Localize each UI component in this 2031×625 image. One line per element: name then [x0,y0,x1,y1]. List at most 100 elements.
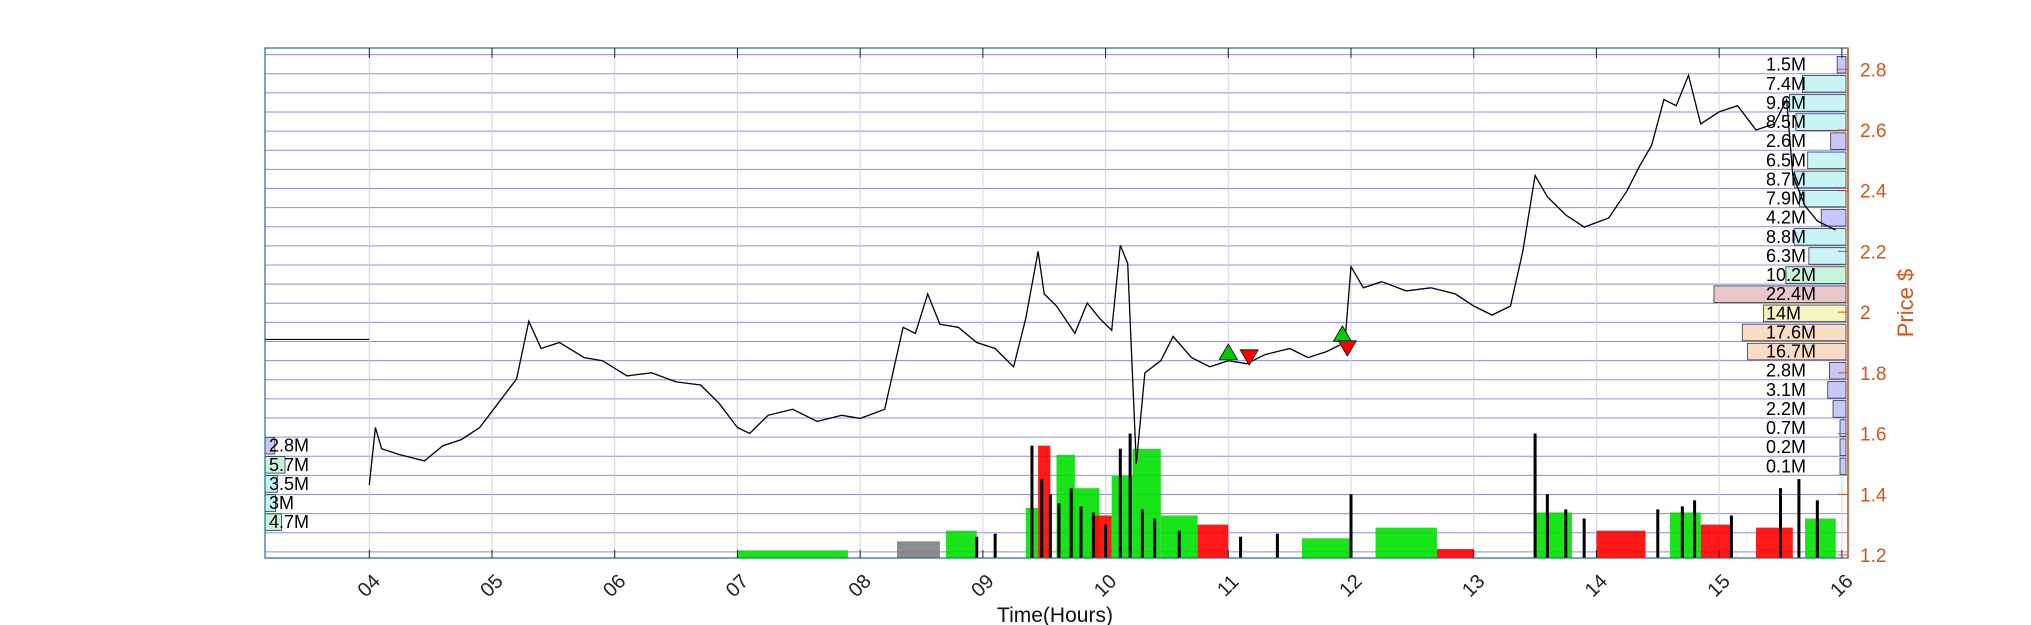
volume-profile-label: 0.2M [1766,437,1806,457]
volume-profile-label: 2.6M [1766,131,1806,151]
sell-marker [1239,349,1259,366]
volume-bars [737,433,1836,558]
volume-profile-bar [1832,400,1847,418]
volume-spike [1104,524,1108,558]
volume-profile-label: 8.5M [1766,112,1806,132]
x-tick-label: 13 [1458,570,1489,601]
x-axis-label: Time(Hours) [997,604,1113,625]
volume-bar [1197,524,1229,558]
y-tick-label: 1.2 [1860,546,1886,567]
volume-profile-bar [1839,438,1847,456]
volume-profile-label-left: 3M [269,493,294,513]
volume-profile-label: 7.4M [1766,74,1806,94]
volume-profile-bar [1830,132,1847,150]
x-tick-label: 16 [1826,570,1857,601]
volume-profile-label: 14M [1766,303,1801,323]
volume-spike [1140,509,1144,558]
volume-spike [1797,479,1801,558]
volume-bar [1301,538,1352,558]
volume-profile-bar [1839,419,1847,437]
volume-profile-label: 22.4M [1766,284,1816,304]
volume-spike [1057,503,1061,558]
volume-profile-label: 6.5M [1766,150,1806,170]
volume-spike [975,536,979,558]
volume-profile-label: 8.7M [1766,169,1806,189]
volume-profile-bar [1801,75,1847,93]
volume-profile-bar [1820,208,1847,227]
volume-profile-label: 0.1M [1766,456,1806,476]
volume-profile-bar [1713,285,1847,303]
volume-profile-bar [1741,323,1847,342]
y-tick-label: 2 [1860,303,1871,324]
volume-profile-bar [1795,113,1847,131]
volume-profile-bar [1793,228,1847,246]
volume-spike [1118,448,1122,558]
y-tick-label: 1.8 [1860,364,1886,385]
y-tick-label: 1.6 [1860,425,1886,446]
volume-spike [1048,494,1052,558]
volume-profile-label: 6.3M [1766,246,1806,266]
volume-profile-bar [1829,361,1847,380]
volume-spike [1582,518,1586,558]
volume-profile-label: 0.7M [1766,418,1806,438]
x-tick-label: 11 [1213,571,1243,601]
volume-spike [1091,512,1095,558]
y-tick-label: 2.6 [1860,121,1886,142]
volume-profile-label-left: 5.7M [269,455,309,475]
volume-spike [1533,433,1537,558]
volume-spike [1349,494,1353,558]
volume-profile-label-left: 2.8M [269,436,309,456]
volume-bar [1436,548,1474,558]
volume-spike [1815,500,1819,558]
volume-profile-bar [1827,381,1847,399]
volume-spike [1239,536,1243,558]
y-tick-label: 2.4 [1860,182,1887,203]
volume-bar [896,541,940,558]
volume-bar [1375,527,1437,558]
x-tick-label: 06 [599,570,630,601]
volume-bar [1132,448,1161,558]
buy-marker [1218,343,1238,360]
x-tick-label: 12 [1335,570,1366,601]
volume-spike [1153,518,1157,558]
y-tick-label: 2.2 [1860,242,1886,263]
volume-profile-label: 2.8M [1766,361,1806,381]
y-axis-label: Price $ [1893,269,1918,337]
volume-profile-label: 4.2M [1766,208,1806,228]
volume-profile-label: 1.5M [1766,55,1806,75]
volume-profile-label: 16.7M [1766,342,1816,362]
volume-spike [1030,445,1034,558]
trade-markers [1218,325,1358,366]
x-tick-label: 10 [1090,570,1121,601]
volume-spike [1069,488,1073,558]
volume-spike [1545,494,1549,558]
price-series [265,73,1836,486]
volume-profile-bar [1747,342,1847,361]
volume-bar [1596,530,1646,558]
volume-profile-bar [1839,457,1847,476]
volume-spike [1128,433,1132,558]
volume-spike [1040,479,1044,558]
volume-spike [1656,509,1660,558]
volume-spike [1177,530,1181,558]
volume-bar [737,550,848,558]
volume-bar [1700,524,1732,558]
volume-profile-bar [1799,189,1847,208]
x-tick-label: 05 [476,570,507,601]
volume-profile-label: 9.6M [1766,93,1806,113]
sell-marker [1337,340,1358,357]
volume-profile-label: 10.2M [1766,265,1816,285]
volume-spike [1680,506,1684,558]
volume-spike [993,533,997,558]
volume-spike [1779,488,1783,558]
volume-bar [1755,527,1793,558]
y-tick-label: 1.4 [1860,485,1887,506]
volume-bar [946,530,977,558]
volume-profile-label-left: 4.7M [269,512,309,532]
volume-profile-label: 3.1M [1766,380,1806,400]
volume-bar [1038,445,1051,558]
volume-spike [1564,509,1568,558]
volume-profile-bar [1808,247,1847,265]
volume-bar [1805,518,1836,558]
